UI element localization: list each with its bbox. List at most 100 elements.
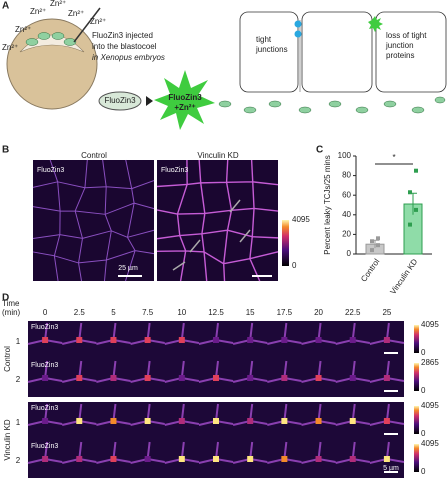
x-tick-label: Vinculin KD	[388, 257, 419, 296]
colorbar-label: 4095	[421, 401, 439, 410]
y-axis-label: Percent leaky TCJs/25 mins	[323, 155, 332, 254]
junction-signal	[76, 375, 83, 381]
time-label: Time	[2, 299, 20, 308]
junction-signal	[383, 375, 390, 381]
junction-signal	[281, 418, 288, 424]
zn: Zn²⁺	[90, 17, 106, 26]
colorbar-label: 4095	[421, 320, 439, 329]
junction-signal	[76, 456, 83, 462]
group-label: Vinculin KD	[3, 419, 12, 460]
loss-label: junction	[385, 41, 414, 50]
junction-signal	[349, 418, 356, 424]
junction-signal	[315, 375, 322, 381]
time-label: 25	[382, 308, 391, 317]
junction-signal	[42, 456, 49, 462]
panel-label: D	[2, 293, 9, 304]
time-label: 20	[314, 308, 323, 317]
time-label: 22.5	[345, 308, 361, 317]
arrow	[172, 261, 186, 271]
junction-signal	[315, 418, 322, 424]
pipette	[73, 7, 101, 43]
arrow	[189, 239, 201, 253]
y-tick-label: 20	[342, 230, 351, 239]
junction-signal	[315, 456, 322, 462]
dye-oval	[98, 91, 142, 111]
channel-label: FluoZin3	[31, 362, 58, 369]
significance: *	[392, 153, 395, 162]
micrograph	[33, 160, 154, 281]
time-label: 0	[43, 308, 48, 317]
junction-signal	[383, 337, 390, 343]
junction-signal	[178, 418, 185, 424]
junction-signal	[247, 375, 254, 381]
channel-label: FluoZin3	[31, 324, 58, 331]
junction-signal	[383, 418, 390, 424]
zn: Zn²⁺	[15, 25, 31, 34]
point	[376, 236, 380, 241]
cell-edges	[32, 159, 155, 282]
loss-label: loss of tight	[386, 31, 427, 40]
arrow	[146, 96, 153, 106]
cell-edges	[156, 159, 279, 282]
junction-signal	[42, 418, 49, 424]
channel-label: FluoZin3	[161, 167, 188, 174]
tj-label: junctions	[255, 45, 288, 54]
junction-signal	[281, 337, 288, 343]
zn: Zn²⁺	[30, 7, 46, 16]
dye-bound-label: +Zn²⁺	[174, 103, 195, 112]
point	[408, 190, 412, 195]
junction-signal	[76, 337, 83, 343]
injection-text: in Xenopus embryos	[92, 53, 165, 62]
time-label: 2.5	[74, 308, 86, 317]
cells	[25, 32, 77, 46]
junction-signal	[42, 375, 49, 381]
junction-signal	[178, 375, 185, 381]
colorbar-label: 4095	[421, 439, 439, 448]
scale-bar-label: 5 µm	[383, 465, 399, 472]
arrow	[239, 229, 251, 243]
row-label: 1	[16, 418, 21, 427]
group-label: Control	[3, 346, 12, 372]
junction-signal	[281, 456, 288, 462]
junction-signal	[178, 337, 185, 343]
junction-signal	[247, 456, 254, 462]
y-tick-label: 40	[342, 210, 351, 219]
colorbar	[282, 220, 289, 266]
tj-label: tight	[256, 35, 272, 44]
panel-label: A	[2, 1, 9, 12]
arrow	[229, 199, 241, 213]
bar-chart: 0 20 40 60 80 100 Percent leaky TCJs/25 mins Co…	[323, 151, 432, 296]
injection-text: FluoZin3 injected	[92, 31, 153, 40]
y-tick-label: 80	[342, 171, 351, 180]
colorbar-label: 2865	[421, 358, 439, 367]
image-title: Vinculin KD	[197, 151, 238, 160]
junction-signal	[247, 337, 254, 343]
junction-signal	[144, 456, 151, 462]
junction-signal	[110, 375, 117, 381]
junction-signal	[247, 418, 254, 424]
junction-signal	[349, 456, 356, 462]
kymograph: 0 2.5 5 7.5 10 12.5 15 17.5 20 22.5 25FluoZin31409…	[3, 308, 439, 478]
time-label: 7.5	[142, 308, 154, 317]
dye-label: FluoZin3	[104, 96, 136, 105]
junction-signal	[213, 337, 219, 343]
zn: Zn²⁺	[50, 0, 66, 8]
point	[414, 207, 418, 212]
zn: Zn²⁺	[68, 9, 84, 18]
junction-signal	[213, 456, 219, 462]
row-label: 1	[16, 337, 21, 346]
colorbar	[414, 406, 419, 434]
junction-signal	[42, 337, 49, 343]
tight-junction	[294, 20, 302, 28]
colorbar-label: 0	[421, 386, 426, 395]
time-label: 5	[111, 308, 116, 317]
dye-bound-label: FluoZin3	[168, 93, 202, 102]
image-title: Control	[81, 151, 107, 160]
time-label: (min)	[2, 308, 21, 317]
junction-signal	[349, 375, 356, 381]
micrograph	[157, 160, 278, 281]
y-tick-label: 100	[338, 151, 352, 160]
junction-signal	[110, 418, 117, 424]
junction-signal	[144, 418, 151, 424]
colorbar-label: 4095	[292, 215, 310, 224]
